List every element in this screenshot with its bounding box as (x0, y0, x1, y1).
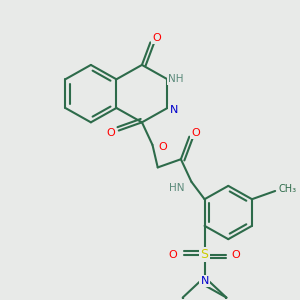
Text: N: N (200, 276, 209, 286)
Text: O: O (169, 250, 177, 260)
Text: HN: HN (169, 183, 184, 193)
Text: O: O (232, 250, 241, 260)
Text: O: O (191, 128, 200, 138)
Text: NH: NH (168, 74, 184, 84)
Text: CH₃: CH₃ (279, 184, 297, 194)
Text: O: O (152, 33, 161, 43)
Text: N: N (169, 105, 178, 115)
Text: O: O (106, 128, 115, 138)
Text: S: S (201, 248, 208, 261)
Text: O: O (159, 142, 167, 152)
